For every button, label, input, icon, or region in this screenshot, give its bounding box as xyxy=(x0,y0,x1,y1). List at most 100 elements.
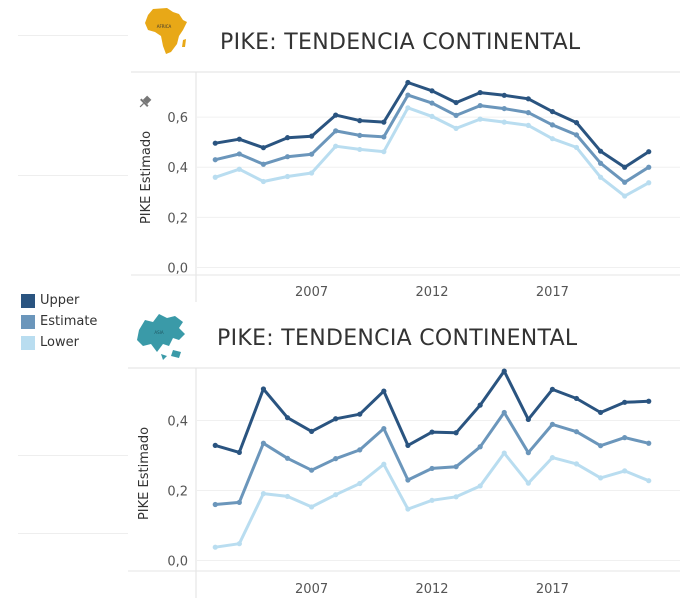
data-point-upper[interactable] xyxy=(477,89,483,96)
data-point-estimate[interactable] xyxy=(429,465,435,472)
data-point-upper[interactable] xyxy=(260,145,267,151)
data-point-upper[interactable] xyxy=(622,399,628,405)
data-point-estimate[interactable] xyxy=(477,444,483,450)
data-point-estimate[interactable] xyxy=(333,128,339,134)
data-point-estimate[interactable] xyxy=(597,443,604,449)
data-point-upper[interactable] xyxy=(308,133,315,139)
data-point-upper[interactable] xyxy=(453,99,459,106)
data-point-upper[interactable] xyxy=(501,92,507,98)
data-point-upper[interactable] xyxy=(333,416,339,422)
data-point-upper[interactable] xyxy=(381,119,387,125)
data-point-estimate[interactable] xyxy=(405,92,411,98)
data-point-upper[interactable] xyxy=(212,140,218,146)
legend-item-upper[interactable]: Upper xyxy=(21,290,97,311)
data-point-upper[interactable] xyxy=(405,79,411,86)
data-point-upper[interactable] xyxy=(597,409,604,416)
data-point-upper[interactable] xyxy=(212,442,218,448)
data-point-upper[interactable] xyxy=(284,415,291,421)
data-point-lower[interactable] xyxy=(573,144,580,151)
data-point-estimate[interactable] xyxy=(549,421,556,427)
data-point-estimate[interactable] xyxy=(405,477,411,483)
data-point-upper[interactable] xyxy=(646,398,652,404)
data-point-estimate[interactable] xyxy=(357,132,363,139)
data-point-estimate[interactable] xyxy=(646,440,652,446)
data-point-lower[interactable] xyxy=(453,494,459,500)
data-point-lower[interactable] xyxy=(597,174,604,180)
data-point-lower[interactable] xyxy=(429,113,435,119)
data-point-estimate[interactable] xyxy=(453,464,459,470)
data-point-lower[interactable] xyxy=(236,166,242,172)
data-point-upper[interactable] xyxy=(549,386,556,392)
data-point-upper[interactable] xyxy=(525,96,531,102)
data-point-upper[interactable] xyxy=(284,135,291,141)
data-point-estimate[interactable] xyxy=(429,100,435,106)
data-point-lower[interactable] xyxy=(429,497,435,503)
legend-item-estimate[interactable]: Estimate xyxy=(21,311,97,332)
data-point-estimate[interactable] xyxy=(573,429,580,435)
data-point-lower[interactable] xyxy=(405,105,411,111)
data-point-estimate[interactable] xyxy=(284,154,291,160)
data-point-lower[interactable] xyxy=(284,173,291,180)
data-point-lower[interactable] xyxy=(357,480,363,487)
data-point-upper[interactable] xyxy=(501,368,507,374)
data-point-lower[interactable] xyxy=(477,483,483,489)
data-point-upper[interactable] xyxy=(236,449,242,455)
data-point-estimate[interactable] xyxy=(501,105,507,112)
data-point-upper[interactable] xyxy=(429,429,435,435)
data-point-estimate[interactable] xyxy=(308,467,315,473)
data-point-lower[interactable] xyxy=(357,146,363,153)
data-point-lower[interactable] xyxy=(333,492,339,498)
data-point-estimate[interactable] xyxy=(212,157,218,163)
data-point-estimate[interactable] xyxy=(333,456,339,462)
data-point-estimate[interactable] xyxy=(525,450,531,456)
data-point-lower[interactable] xyxy=(308,170,315,176)
data-point-estimate[interactable] xyxy=(212,501,218,508)
data-point-estimate[interactable] xyxy=(381,134,387,140)
data-point-estimate[interactable] xyxy=(622,179,628,185)
data-point-upper[interactable] xyxy=(308,428,315,434)
data-point-estimate[interactable] xyxy=(308,151,315,157)
data-point-upper[interactable] xyxy=(622,164,628,170)
data-point-estimate[interactable] xyxy=(573,132,580,138)
data-point-lower[interactable] xyxy=(501,450,507,456)
data-point-lower[interactable] xyxy=(381,461,387,467)
data-point-lower[interactable] xyxy=(573,461,580,467)
series-line-upper[interactable] xyxy=(213,369,651,454)
data-point-estimate[interactable] xyxy=(501,409,507,416)
data-point-lower[interactable] xyxy=(212,544,218,550)
data-point-lower[interactable] xyxy=(525,122,531,128)
data-point-upper[interactable] xyxy=(333,112,339,118)
data-point-lower[interactable] xyxy=(212,174,218,180)
data-point-lower[interactable] xyxy=(308,504,315,510)
data-point-upper[interactable] xyxy=(381,388,387,394)
data-point-lower[interactable] xyxy=(525,480,531,486)
data-point-lower[interactable] xyxy=(405,506,411,512)
data-point-upper[interactable] xyxy=(357,118,363,124)
data-point-lower[interactable] xyxy=(260,491,267,497)
data-point-upper[interactable] xyxy=(646,149,652,155)
data-point-upper[interactable] xyxy=(429,88,435,94)
data-point-estimate[interactable] xyxy=(597,160,604,166)
data-point-upper[interactable] xyxy=(525,416,531,423)
data-point-upper[interactable] xyxy=(549,108,556,115)
data-point-lower[interactable] xyxy=(236,541,242,547)
data-point-estimate[interactable] xyxy=(646,164,652,170)
data-point-upper[interactable] xyxy=(357,411,363,417)
data-point-estimate[interactable] xyxy=(477,102,483,109)
data-point-estimate[interactable] xyxy=(381,425,387,432)
data-point-lower[interactable] xyxy=(646,478,652,484)
data-point-upper[interactable] xyxy=(477,402,483,408)
legend-item-lower[interactable]: Lower xyxy=(21,332,97,353)
data-point-estimate[interactable] xyxy=(622,435,628,441)
data-point-lower[interactable] xyxy=(622,468,628,474)
data-point-lower[interactable] xyxy=(501,119,507,125)
data-point-lower[interactable] xyxy=(477,116,483,122)
data-point-upper[interactable] xyxy=(453,430,459,436)
data-point-lower[interactable] xyxy=(381,149,387,155)
data-point-upper[interactable] xyxy=(573,120,580,126)
data-point-estimate[interactable] xyxy=(549,122,556,128)
data-point-estimate[interactable] xyxy=(236,499,242,505)
data-point-upper[interactable] xyxy=(573,395,580,402)
data-point-upper[interactable] xyxy=(236,136,242,142)
data-point-lower[interactable] xyxy=(646,180,652,186)
